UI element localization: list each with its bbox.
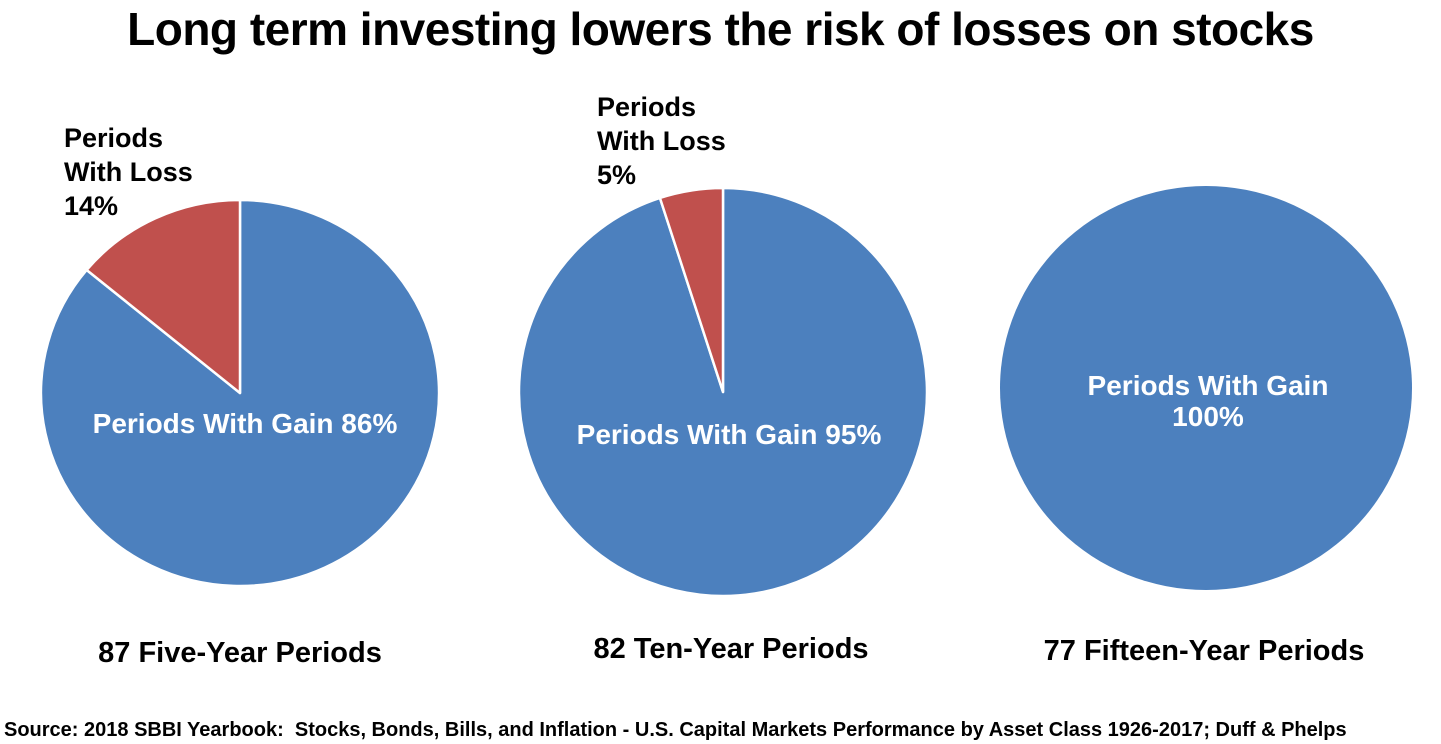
loss-callout-five-year: Periods With Loss 14%	[64, 121, 193, 223]
source-note: Source: 2018 SBBI Yearbook: Stocks, Bond…	[4, 719, 1347, 741]
pie-fifteen-year-periods	[1000, 186, 1412, 590]
pie-slice	[85, 198, 242, 395]
caption-ten-year-periods: 82 Ten-Year Periods	[593, 633, 869, 665]
chart-title: Long term investing lowers the risk of l…	[127, 3, 1314, 55]
loss-callout-ten-year: Periods With Loss 5%	[597, 90, 726, 192]
gain-slice-label-line: Periods With Gain	[1087, 370, 1329, 401]
loss-callout-value: 14%	[64, 191, 119, 221]
gain-slice-label-fifteen-year: Periods With Gain 100%	[1088, 370, 1329, 432]
gain-slice-label-ten-year: Periods With Gain 95%	[576, 419, 882, 450]
loss-callout-line: Periods	[64, 123, 164, 153]
loss-callout-value: 5%	[597, 160, 637, 190]
pie-ten-year-periods	[517, 186, 929, 598]
pie-slice	[1000, 186, 1412, 590]
gain-slice-label-five-year: Periods With Gain 86%	[92, 408, 398, 439]
loss-callout-line: With Loss	[64, 157, 193, 187]
pie-slice	[658, 186, 725, 394]
caption-fifteen-year-periods: 77 Fifteen-Year Periods	[1043, 635, 1365, 667]
gain-slice-label-value: 100%	[1172, 401, 1244, 432]
loss-callout-line: Periods	[597, 92, 697, 122]
pie-five-year-periods	[39, 198, 441, 588]
loss-callout-line: With Loss	[597, 126, 726, 156]
caption-five-year-periods: 87 Five-Year Periods	[98, 637, 382, 669]
